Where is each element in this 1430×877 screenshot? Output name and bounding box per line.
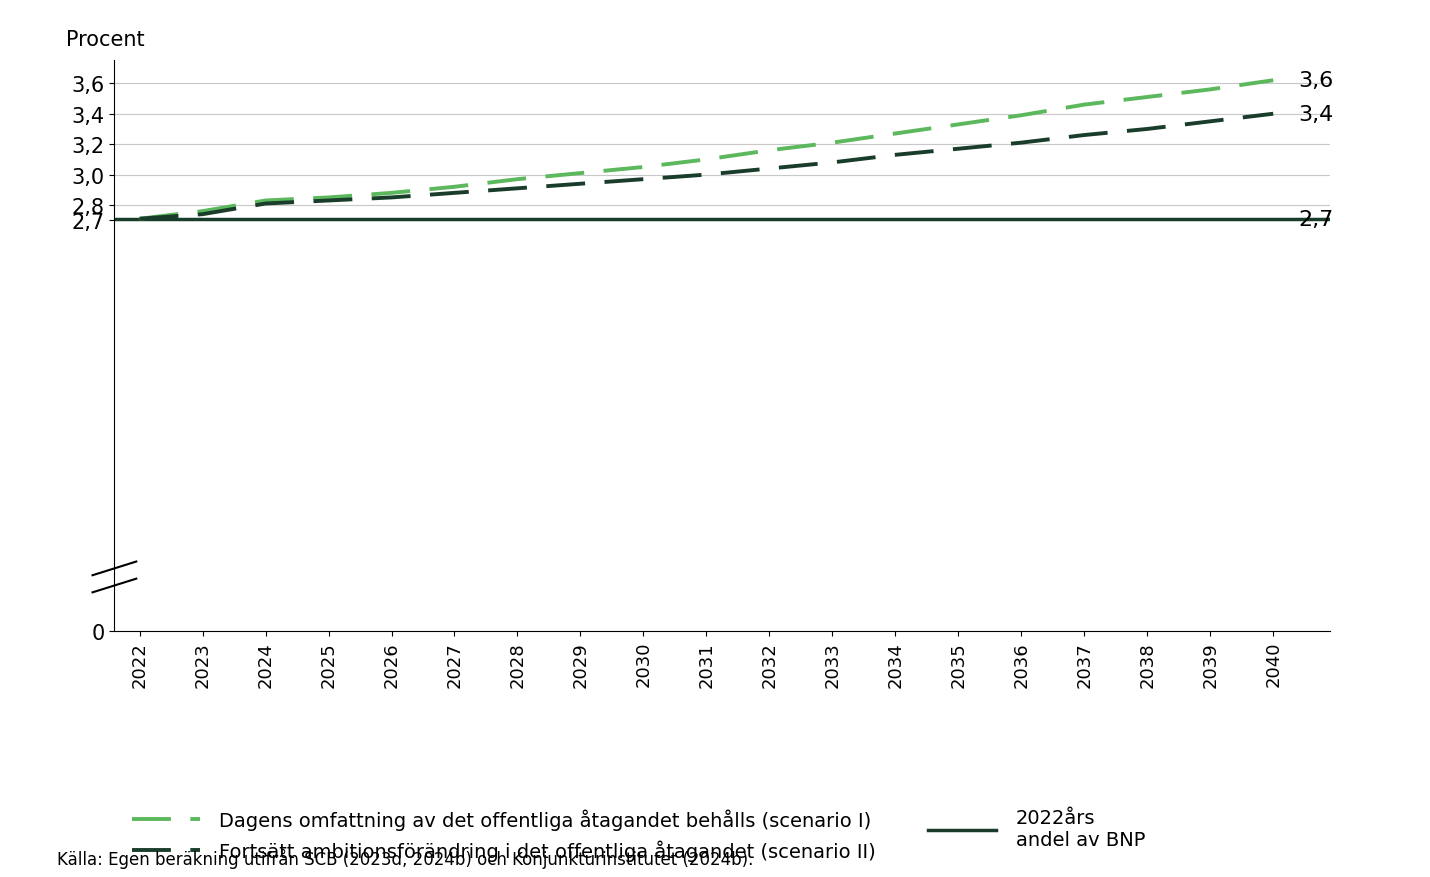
- Text: 3,6: 3,6: [1298, 71, 1334, 91]
- Text: 2,7: 2,7: [1298, 210, 1334, 230]
- Text: Källa: Egen beräkning utifrån SCB (2023d, 2024b) och Konjunkturinstitutet (2024b: Källa: Egen beräkning utifrån SCB (2023d…: [57, 848, 754, 868]
- Text: 3,4: 3,4: [1298, 104, 1334, 125]
- Text: Procent: Procent: [66, 30, 144, 50]
- Legend: 2022års
andel av BNP: 2022års andel av BNP: [921, 801, 1153, 857]
